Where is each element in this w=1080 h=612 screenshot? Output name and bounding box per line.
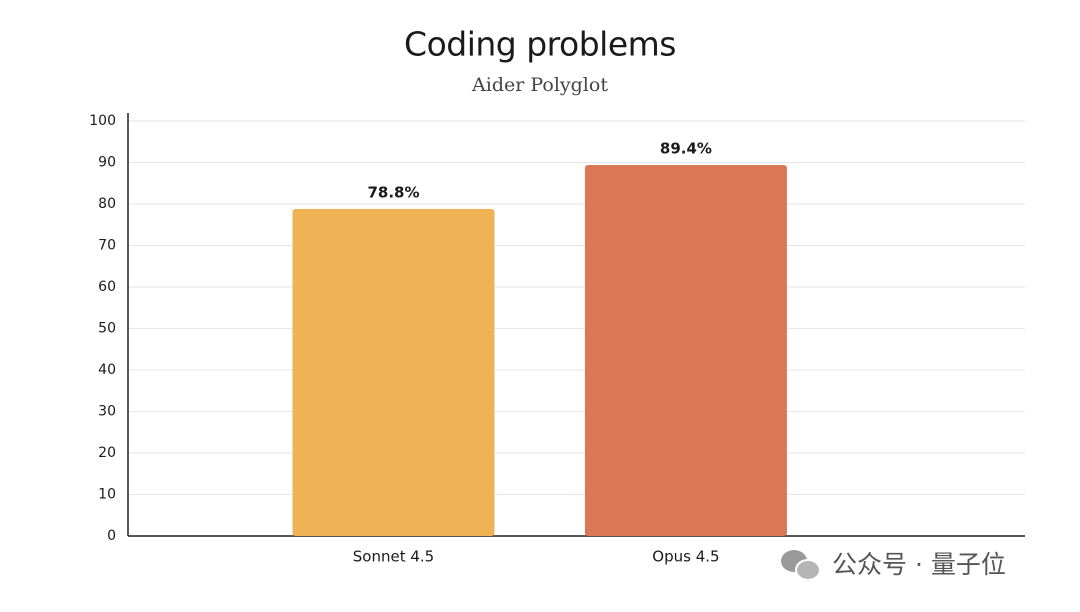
y-tick-label: 30 [98,404,116,420]
y-tick-label: 20 [98,445,116,461]
y-tick-label: 50 [98,321,116,337]
y-tick-label: 10 [98,487,116,503]
chart-title: Coding problems [404,25,676,64]
data-label: 78.8% [367,183,419,201]
watermark: 公众号 · 量子位 [832,550,1006,579]
y-tick-label: 40 [98,362,116,378]
y-tick-label: 70 [98,238,116,254]
y-tick-label: 80 [98,196,116,212]
x-tick-label: Opus 4.5 [652,548,719,566]
bar [584,164,787,537]
y-tick-label: 90 [98,155,116,171]
y-tick-label: 0 [107,528,116,544]
bar [292,208,495,537]
data-label: 89.4% [660,139,712,157]
y-tick-label: 100 [89,113,116,129]
watermark-icon [781,550,821,581]
x-tick-label: Sonnet 4.5 [353,548,434,566]
chart-subtitle: Aider Polyglot [471,74,608,96]
y-tick-label: 60 [98,279,116,295]
